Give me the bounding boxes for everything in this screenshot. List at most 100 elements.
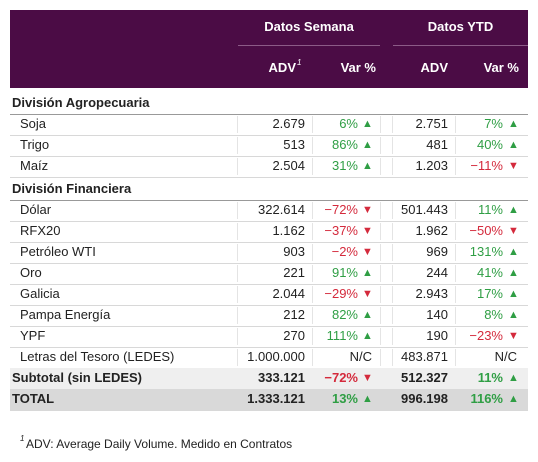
trend-arrow: ▲	[362, 309, 373, 321]
col-rule	[392, 137, 393, 154]
cell: 40%	[476, 137, 503, 152]
row-label: Galicia	[20, 286, 60, 301]
trend-arrow: ▲	[508, 118, 519, 130]
cell: 131%	[469, 244, 503, 259]
cell: 82%	[331, 307, 358, 322]
column-marker: 1	[297, 58, 302, 67]
cell: 2.943	[415, 286, 448, 301]
row-bg	[10, 389, 528, 410]
col-rule	[237, 116, 238, 133]
row-label: Dólar	[20, 202, 52, 217]
row-label: Oro	[20, 265, 42, 280]
footnote-marker: 1	[20, 434, 25, 443]
trend-arrow: ▲	[508, 309, 519, 321]
cell: 13%	[331, 391, 358, 406]
row-rule	[10, 242, 528, 243]
cell: 6%	[339, 116, 358, 131]
trend-arrow: ▲	[508, 139, 519, 151]
cell: 221	[283, 265, 305, 280]
col-rule	[237, 223, 238, 240]
col-rule	[312, 223, 313, 240]
trend-arrow: ▲	[362, 330, 373, 342]
col-rule	[237, 202, 238, 219]
trend-arrow: ▼	[508, 160, 519, 172]
cell: 513	[283, 137, 305, 152]
col-rule	[392, 202, 393, 219]
trend-arrow: ▼	[508, 330, 519, 342]
col-rule	[312, 328, 313, 345]
col-rule	[237, 244, 238, 261]
row-rule	[10, 114, 528, 115]
column-header: ADV	[268, 60, 296, 75]
group-rule	[238, 45, 380, 46]
cell: N/C	[349, 349, 372, 364]
col-rule	[380, 223, 381, 240]
trend-arrow: ▲	[362, 139, 373, 151]
col-rule	[380, 307, 381, 324]
col-rule	[392, 244, 393, 261]
row-rule	[10, 135, 528, 136]
row-rule	[10, 410, 528, 411]
col-rule	[380, 116, 381, 133]
cell: 212	[283, 307, 305, 322]
cell: −29%	[324, 286, 358, 301]
cell: 1.333.121	[247, 391, 305, 406]
row-label: Petróleo WTI	[20, 244, 96, 259]
trend-arrow: ▼	[508, 225, 519, 237]
col-rule	[237, 349, 238, 366]
col-rule	[237, 307, 238, 324]
cell: −2%	[331, 244, 358, 259]
col-rule	[312, 202, 313, 219]
col-rule	[392, 223, 393, 240]
cell: 2.679	[272, 116, 305, 131]
row-rule	[10, 221, 528, 222]
cell: 17%	[476, 286, 503, 301]
cell: 41%	[476, 265, 503, 280]
cell: 1.000.000	[247, 349, 305, 364]
row-rule	[10, 326, 528, 327]
col-rule	[380, 158, 381, 175]
cell: 2.751	[415, 116, 448, 131]
row-rule	[10, 347, 528, 348]
col-rule	[455, 286, 456, 303]
col-rule	[455, 116, 456, 133]
trend-arrow: ▲	[508, 246, 519, 258]
cell: 322.614	[258, 202, 305, 217]
col-rule	[392, 116, 393, 133]
cell: N/C	[494, 349, 517, 364]
cell: 1.203	[415, 158, 448, 173]
col-rule	[380, 202, 381, 219]
col-rule	[380, 286, 381, 303]
col-rule	[312, 244, 313, 261]
cell: 903	[283, 244, 305, 259]
column-header: Var %	[340, 60, 376, 75]
col-rule	[312, 265, 313, 282]
row-label: Maíz	[20, 158, 49, 173]
trend-arrow: ▼	[362, 225, 373, 237]
col-rule	[392, 328, 393, 345]
cell: −72%	[324, 202, 358, 217]
col-rule	[312, 116, 313, 133]
group-rule	[393, 45, 528, 46]
trend-arrow: ▼	[362, 288, 373, 300]
col-rule	[237, 158, 238, 175]
header-bar	[10, 10, 528, 88]
cell: −11%	[470, 158, 503, 173]
cell: 2.504	[272, 158, 305, 173]
row-rule	[10, 263, 528, 264]
cell: 483.871	[401, 349, 448, 364]
col-rule	[312, 137, 313, 154]
col-rule	[455, 307, 456, 324]
cell: 111%	[326, 328, 358, 343]
cell: 11%	[477, 370, 503, 385]
col-rule	[455, 158, 456, 175]
col-rule	[392, 265, 393, 282]
group-header: Datos Semana	[264, 19, 354, 34]
col-rule	[455, 137, 456, 154]
col-rule	[455, 244, 456, 261]
trend-arrow: ▼	[362, 246, 373, 258]
col-rule	[392, 349, 393, 366]
col-rule	[455, 265, 456, 282]
cell: 91%	[331, 265, 358, 280]
col-rule	[312, 158, 313, 175]
